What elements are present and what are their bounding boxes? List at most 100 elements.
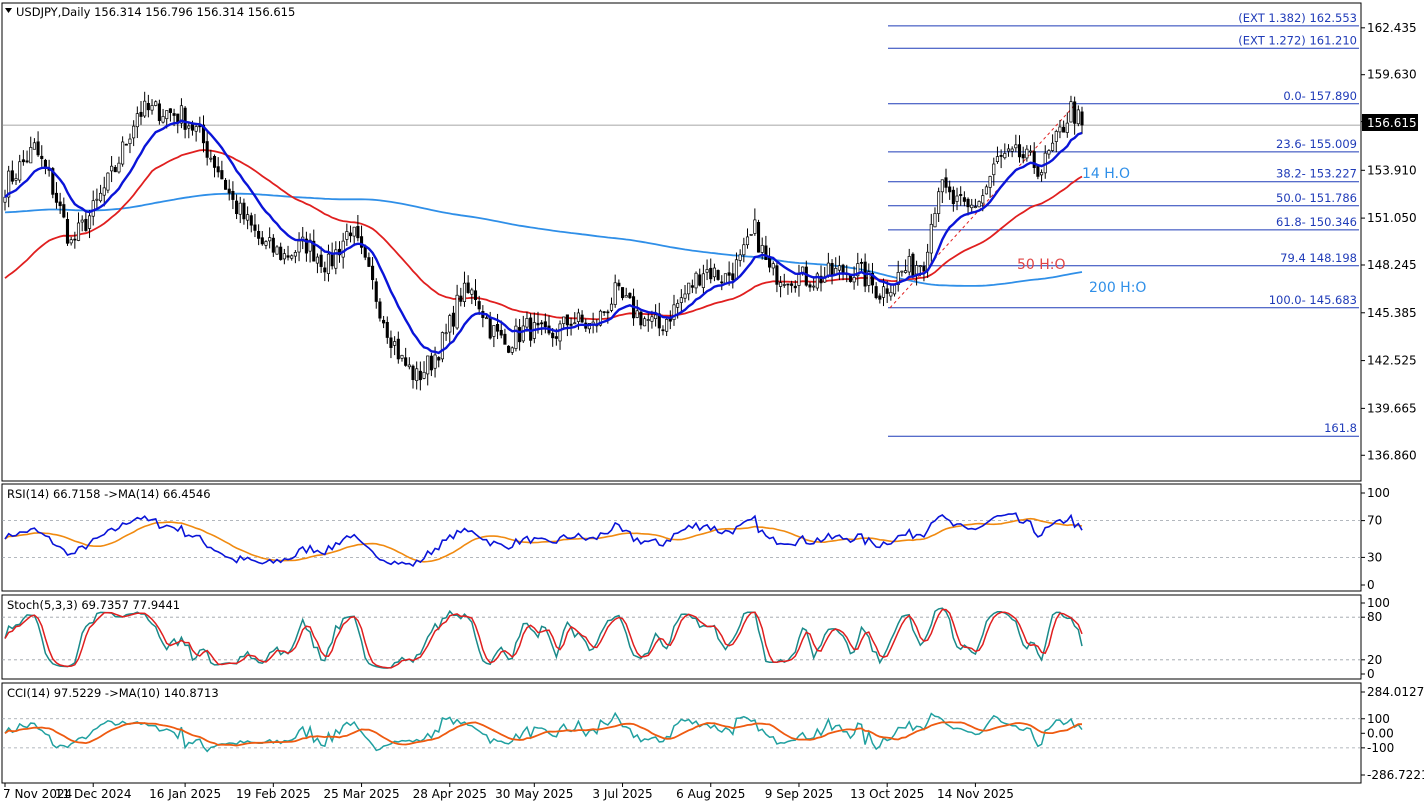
candle-up [444,332,448,335]
fib-label: 50.0- 151.786 [1276,191,1357,205]
candle-down [1021,154,1025,159]
candle-down [429,355,433,371]
candle-down [477,301,481,310]
candle-down [271,237,275,253]
candle-up [1025,148,1029,159]
candle-up [14,178,18,181]
candle-down [793,285,797,289]
candle-down [212,156,217,168]
candle-up [1069,101,1073,123]
candle-down [786,283,790,286]
candle-up [341,240,345,258]
candle-up [1058,126,1062,133]
candle-up [933,213,937,228]
candle-down [951,189,955,205]
price-tick-label: 153.910 [1367,163,1417,177]
candle-up [154,101,158,106]
candle-up [525,318,529,328]
candle-up [455,294,459,329]
candle-up [937,191,941,214]
candle-up [995,156,1000,162]
candle-up [433,354,437,369]
candle-down [418,370,422,381]
candle-down [124,143,128,146]
candle-down [503,333,507,345]
candle-up [293,252,297,257]
candle-up [1040,172,1044,176]
candle-down [1080,111,1084,126]
candle-up [1065,122,1069,133]
candle-down [304,238,308,254]
candle-down [966,198,970,208]
candle-up [576,312,580,322]
date-tick-label: 9 Sep 2025 [765,787,833,801]
candle-down [874,286,878,299]
candle-down [1032,151,1036,169]
candle-down [451,312,455,327]
candle-down [40,155,44,159]
candle-down [363,246,367,258]
fib-label: 38.2- 153.227 [1276,167,1357,181]
price-tick-label: 136.860 [1367,448,1417,462]
candle-down [536,322,540,326]
candle-up [150,105,154,111]
candle-down [396,338,400,360]
candle-up [440,332,444,360]
candle-down [374,281,378,302]
candle-down [716,270,720,280]
candle-up [275,246,279,255]
rsi-panel [1,483,1362,592]
candle-down [1062,126,1066,133]
candle-down [690,285,694,288]
candle-up [106,172,110,191]
price-tick-label: 139.665 [1367,401,1417,415]
candle-up [29,147,33,164]
candle-up [110,165,114,172]
candle-down [569,323,573,326]
candle-down [922,265,926,272]
candle-up [852,276,856,283]
candle-down [628,292,632,299]
osc-tick-label: 0 [1367,578,1375,592]
ma50-label: 50 H:O [1017,257,1066,273]
candle-up [742,244,746,256]
date-tick-label: 6 Aug 2025 [676,787,745,801]
rsi-ma-line [4,517,1083,563]
candle-up [977,201,981,208]
candle-down [459,295,463,302]
price-tick-label: 148.245 [1367,258,1417,272]
candle-down [709,267,713,280]
candle-up [393,341,397,346]
candle-down [808,284,812,288]
candle-up [1014,144,1018,149]
osc-tick-label: 284.0127 [1367,685,1424,699]
candle-down [962,197,966,202]
candle-down [58,201,62,207]
candle-down [319,254,323,267]
stoch-k-line [4,607,1083,669]
candle-down [382,319,386,324]
candle-up [624,295,628,298]
fib-label: 100.0- 145.683 [1269,293,1357,307]
candle-up [745,236,750,246]
rsi-header: RSI(14) 66.7158 ->MA(14) 66.4546 [7,487,211,501]
candle-down [176,113,180,123]
candle-up [1028,150,1033,153]
candle-down [146,103,150,111]
candle-up [896,271,900,285]
candle-down [617,282,621,287]
candle-down [62,204,66,218]
osc-tick-label: 70 [1367,514,1382,528]
symbol-dropdown-icon[interactable] [5,8,12,13]
candle-up [91,200,95,217]
candle-down [756,222,761,253]
candle-down [205,141,209,158]
candle-up [988,176,992,188]
candle-down [959,194,963,196]
candle-down [139,111,143,117]
fib-label: (EXT 1.382) 162.553 [1238,11,1357,25]
candle-down [639,311,643,326]
candle-down [253,224,257,231]
date-tick-label: 3 Jul 2025 [592,787,652,801]
candle-down [1073,101,1077,124]
